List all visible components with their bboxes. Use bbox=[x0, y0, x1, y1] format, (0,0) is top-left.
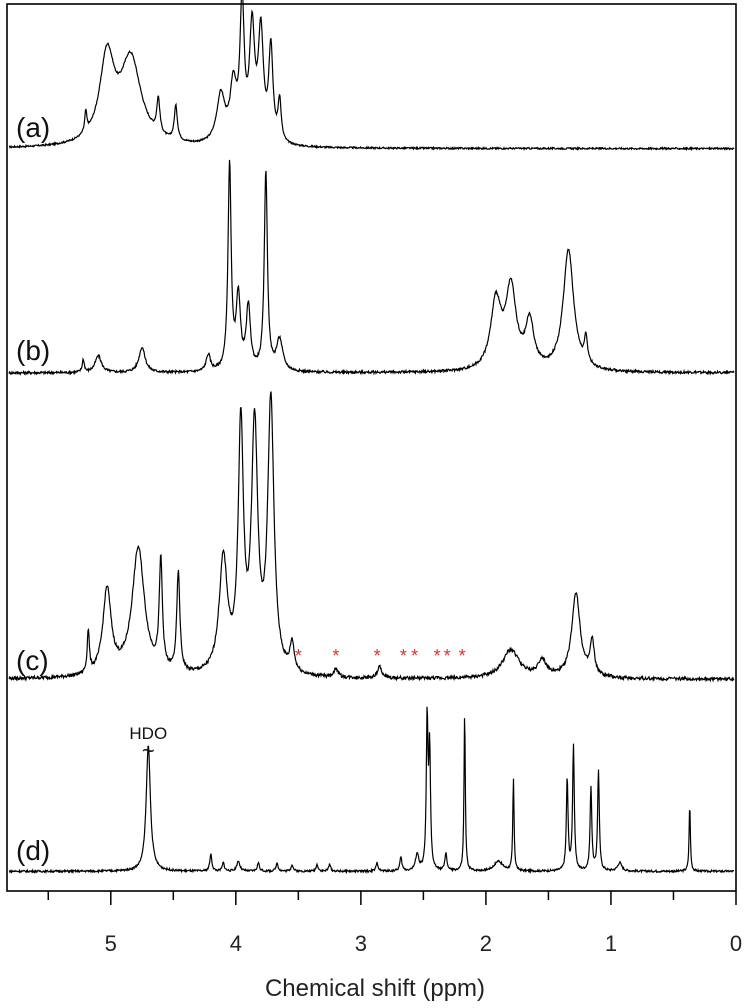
impurity-asterisk: * bbox=[295, 646, 302, 666]
spectra-panels: (a)(b)(c) * * * * * * * *(d)HDO~ bbox=[8, 0, 735, 875]
x-tick-label: 2 bbox=[480, 931, 492, 956]
x-tick-label: 3 bbox=[355, 931, 367, 956]
impurity-asterisk: * bbox=[374, 646, 381, 666]
x-tick-label: 1 bbox=[605, 931, 617, 956]
x-tick-label: 0 bbox=[730, 931, 742, 956]
impurity-asterisk: * bbox=[434, 646, 441, 666]
impurity-asterisk: * bbox=[332, 646, 339, 666]
x-axis: 5 4 3 2 1 0 bbox=[47, 891, 742, 956]
impurity-asterisk: * bbox=[400, 646, 407, 666]
impurity-asterisk: * bbox=[444, 646, 451, 666]
spectrum-trace bbox=[8, 706, 735, 875]
panel-label: (a) bbox=[16, 112, 50, 143]
spectrum-b: (b) bbox=[8, 159, 735, 376]
spectrum-d: (d) HDO~ bbox=[8, 706, 735, 875]
x-tick-label: 5 bbox=[105, 931, 117, 956]
hdo-label: HDO bbox=[129, 724, 167, 743]
spectrum-c: (c) * * * * * * * * bbox=[8, 391, 735, 683]
x-axis-label: Chemical shift (ppm) bbox=[265, 975, 485, 1002]
spectrum-a: (a) bbox=[8, 0, 735, 152]
hdo-tilde-marker: ~ bbox=[142, 738, 155, 763]
spectrum-trace bbox=[8, 159, 735, 376]
panel-label: (b) bbox=[16, 335, 50, 366]
x-tick-label: 4 bbox=[230, 931, 242, 956]
panel-label: (d) bbox=[16, 835, 50, 866]
impurity-asterisk: * bbox=[411, 646, 418, 666]
plot-frame bbox=[6, 3, 737, 892]
spectrum-trace bbox=[8, 0, 735, 152]
panel-label: (c) bbox=[16, 645, 49, 676]
spectrum-trace bbox=[8, 391, 735, 683]
impurity-asterisk: * bbox=[459, 646, 466, 666]
